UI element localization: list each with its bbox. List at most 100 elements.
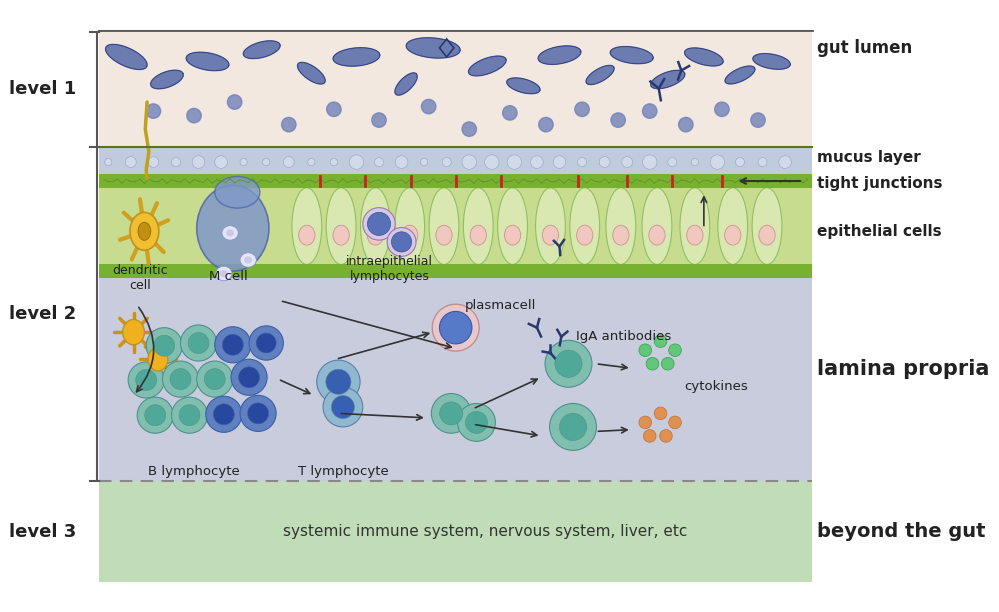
- Circle shape: [714, 102, 729, 116]
- Circle shape: [643, 430, 656, 442]
- Ellipse shape: [642, 188, 672, 264]
- Ellipse shape: [612, 225, 629, 245]
- Circle shape: [599, 157, 610, 168]
- Circle shape: [331, 159, 338, 166]
- Ellipse shape: [130, 212, 159, 250]
- Circle shape: [239, 367, 260, 388]
- Ellipse shape: [361, 188, 391, 264]
- Ellipse shape: [197, 185, 269, 271]
- Circle shape: [172, 397, 208, 433]
- Ellipse shape: [535, 188, 565, 264]
- Text: beyond the gut: beyond the gut: [816, 522, 985, 541]
- Circle shape: [642, 155, 657, 170]
- Circle shape: [735, 157, 744, 166]
- Circle shape: [188, 332, 209, 354]
- Circle shape: [421, 159, 428, 166]
- Circle shape: [228, 95, 242, 110]
- Ellipse shape: [430, 188, 459, 264]
- Circle shape: [317, 360, 360, 403]
- Circle shape: [678, 118, 693, 132]
- Circle shape: [214, 404, 234, 425]
- Text: mucus layer: mucus layer: [816, 150, 920, 165]
- Ellipse shape: [240, 253, 257, 267]
- Circle shape: [205, 368, 225, 390]
- Circle shape: [282, 118, 296, 132]
- Text: plasmacell: plasmacell: [465, 299, 536, 312]
- Circle shape: [308, 159, 315, 166]
- Ellipse shape: [504, 225, 520, 245]
- Ellipse shape: [471, 225, 487, 245]
- Circle shape: [642, 104, 657, 118]
- Circle shape: [549, 403, 596, 450]
- Ellipse shape: [436, 225, 453, 245]
- Text: gut lumen: gut lumen: [816, 39, 912, 57]
- Text: T lymphocyte: T lymphocyte: [298, 465, 389, 478]
- Ellipse shape: [327, 188, 356, 264]
- Circle shape: [187, 108, 201, 123]
- Ellipse shape: [464, 188, 494, 264]
- Circle shape: [396, 155, 408, 168]
- Circle shape: [368, 212, 391, 236]
- Circle shape: [507, 155, 521, 170]
- Ellipse shape: [680, 188, 709, 264]
- Ellipse shape: [138, 222, 151, 241]
- Circle shape: [779, 155, 791, 168]
- Ellipse shape: [299, 225, 315, 245]
- Circle shape: [128, 362, 164, 398]
- Circle shape: [433, 304, 480, 351]
- Ellipse shape: [244, 256, 252, 264]
- Circle shape: [105, 159, 112, 166]
- Text: dendritic
cell: dendritic cell: [112, 264, 168, 291]
- Ellipse shape: [333, 225, 350, 245]
- Circle shape: [502, 106, 517, 120]
- Ellipse shape: [576, 225, 592, 245]
- Polygon shape: [684, 48, 723, 66]
- Circle shape: [146, 104, 161, 118]
- Text: epithelial cells: epithelial cells: [816, 224, 941, 239]
- Polygon shape: [586, 65, 614, 84]
- Polygon shape: [186, 52, 229, 71]
- Polygon shape: [407, 38, 461, 58]
- Circle shape: [231, 359, 267, 395]
- Circle shape: [197, 361, 233, 397]
- Circle shape: [611, 113, 625, 127]
- Circle shape: [422, 99, 436, 114]
- Circle shape: [654, 335, 667, 348]
- Circle shape: [223, 334, 244, 356]
- Text: lamina propria: lamina propria: [816, 359, 989, 379]
- Ellipse shape: [388, 228, 416, 256]
- Circle shape: [372, 113, 387, 127]
- Text: systemic immune system, nervous system, liver, etc: systemic immune system, nervous system, …: [283, 524, 687, 539]
- Text: B lymphocyte: B lymphocyte: [148, 465, 240, 478]
- Ellipse shape: [395, 188, 425, 264]
- Ellipse shape: [542, 225, 558, 245]
- Circle shape: [667, 157, 676, 166]
- Circle shape: [538, 118, 553, 132]
- Circle shape: [146, 327, 182, 364]
- Circle shape: [639, 344, 651, 357]
- Circle shape: [440, 312, 472, 344]
- Circle shape: [654, 407, 667, 420]
- Text: cytokines: cytokines: [684, 380, 748, 393]
- Circle shape: [559, 413, 586, 441]
- Circle shape: [263, 159, 270, 166]
- Polygon shape: [725, 66, 755, 84]
- Circle shape: [661, 357, 674, 370]
- Circle shape: [350, 155, 364, 170]
- Text: IgA antibodies: IgA antibodies: [575, 330, 671, 343]
- Circle shape: [577, 157, 586, 166]
- Circle shape: [248, 403, 269, 424]
- Bar: [99, 174, 812, 278]
- Ellipse shape: [402, 225, 418, 245]
- Ellipse shape: [498, 188, 527, 264]
- Text: tight junctions: tight junctions: [816, 176, 942, 191]
- Text: level 1: level 1: [9, 80, 76, 97]
- Circle shape: [574, 102, 589, 116]
- Circle shape: [170, 368, 191, 390]
- Circle shape: [323, 387, 363, 427]
- Polygon shape: [151, 70, 183, 89]
- Circle shape: [530, 155, 543, 168]
- Circle shape: [554, 350, 582, 378]
- Circle shape: [148, 157, 159, 168]
- Bar: [99, 174, 812, 188]
